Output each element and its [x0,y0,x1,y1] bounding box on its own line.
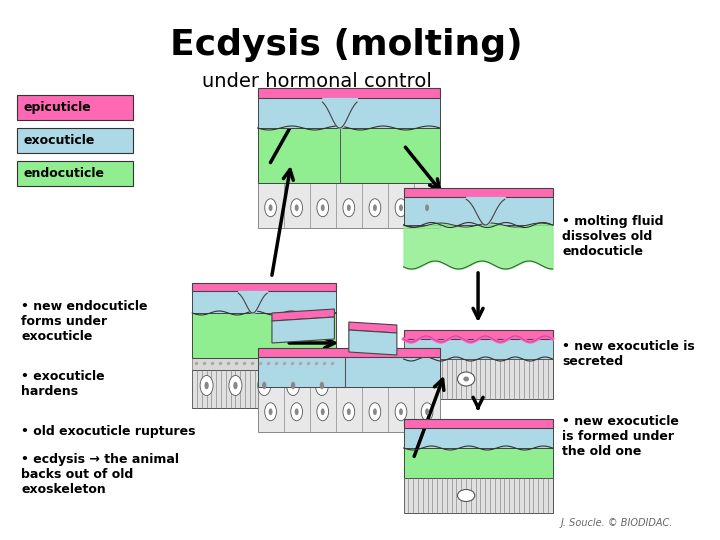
Text: epicuticle: epicuticle [23,101,91,114]
Bar [404,448,552,478]
Ellipse shape [457,489,474,502]
Text: • old exocuticle ruptures: • old exocuticle ruptures [21,425,196,438]
Ellipse shape [233,382,238,389]
Ellipse shape [399,204,403,211]
Ellipse shape [287,375,300,395]
Bar [258,98,440,128]
Ellipse shape [229,375,242,395]
Bar [404,197,552,225]
Ellipse shape [294,408,299,415]
Text: • new exocuticle is
secreted: • new exocuticle is secreted [562,340,695,368]
Text: endocuticle: endocuticle [23,167,104,180]
Bar [258,348,440,357]
Bar [192,370,336,408]
Ellipse shape [321,204,325,211]
Ellipse shape [258,375,271,395]
Ellipse shape [315,375,328,395]
Ellipse shape [457,372,474,386]
Ellipse shape [347,408,351,415]
Ellipse shape [320,382,324,389]
Ellipse shape [291,199,302,217]
Bar [404,188,552,197]
Ellipse shape [204,382,209,389]
Text: J. Soucle. © BIODIDAC.: J. Soucle. © BIODIDAC. [560,518,672,528]
Ellipse shape [291,382,295,389]
Ellipse shape [421,199,433,217]
Polygon shape [348,322,397,333]
Ellipse shape [373,204,377,211]
Bar [258,88,440,98]
Bar [17,161,132,186]
Ellipse shape [317,403,328,421]
Bar [404,419,552,428]
Bar [404,478,552,513]
Ellipse shape [262,382,266,389]
Bar [404,339,552,359]
Text: exocuticle: exocuticle [23,134,94,147]
Ellipse shape [294,204,299,211]
Ellipse shape [265,199,276,217]
Bar [192,283,336,291]
Bar [192,358,336,370]
Ellipse shape [321,408,325,415]
Ellipse shape [269,204,273,211]
Bar [192,291,336,313]
Ellipse shape [395,199,407,217]
Ellipse shape [463,376,469,381]
Text: • new endocuticle
forms under
exocuticle: • new endocuticle forms under exocuticle [21,300,148,343]
Ellipse shape [373,408,377,415]
Text: Ecdysis (molting): Ecdysis (molting) [170,28,522,62]
Text: • exocuticle
hardens: • exocuticle hardens [21,370,105,398]
Ellipse shape [369,199,381,217]
Ellipse shape [265,403,276,421]
Ellipse shape [343,403,355,421]
Bar [258,387,440,432]
Text: under hormonal control: under hormonal control [202,72,432,91]
Bar [192,313,336,358]
Text: • molting fluid
dissolves old
endocuticle: • molting fluid dissolves old endocuticl… [562,215,664,258]
Ellipse shape [317,199,328,217]
Ellipse shape [343,199,355,217]
Ellipse shape [421,403,433,421]
Ellipse shape [425,204,429,211]
Bar [17,128,132,153]
Ellipse shape [399,408,403,415]
Polygon shape [272,309,334,321]
Text: • ecdysis → the animal
backs out of old
exoskeleton: • ecdysis → the animal backs out of old … [21,453,179,496]
Ellipse shape [395,403,407,421]
Ellipse shape [369,403,381,421]
Ellipse shape [425,408,429,415]
Bar [258,357,440,387]
Bar [258,183,440,228]
Bar [258,128,440,183]
Bar [404,359,552,399]
Ellipse shape [291,403,302,421]
Bar [404,330,552,339]
Text: • new exocuticle
is formed under
the old one: • new exocuticle is formed under the old… [562,415,679,458]
Ellipse shape [347,204,351,211]
Bar [17,95,132,120]
Bar [192,358,336,408]
Ellipse shape [269,408,273,415]
Bar [404,428,552,448]
Polygon shape [348,330,397,355]
Polygon shape [272,317,334,343]
Ellipse shape [200,375,213,395]
